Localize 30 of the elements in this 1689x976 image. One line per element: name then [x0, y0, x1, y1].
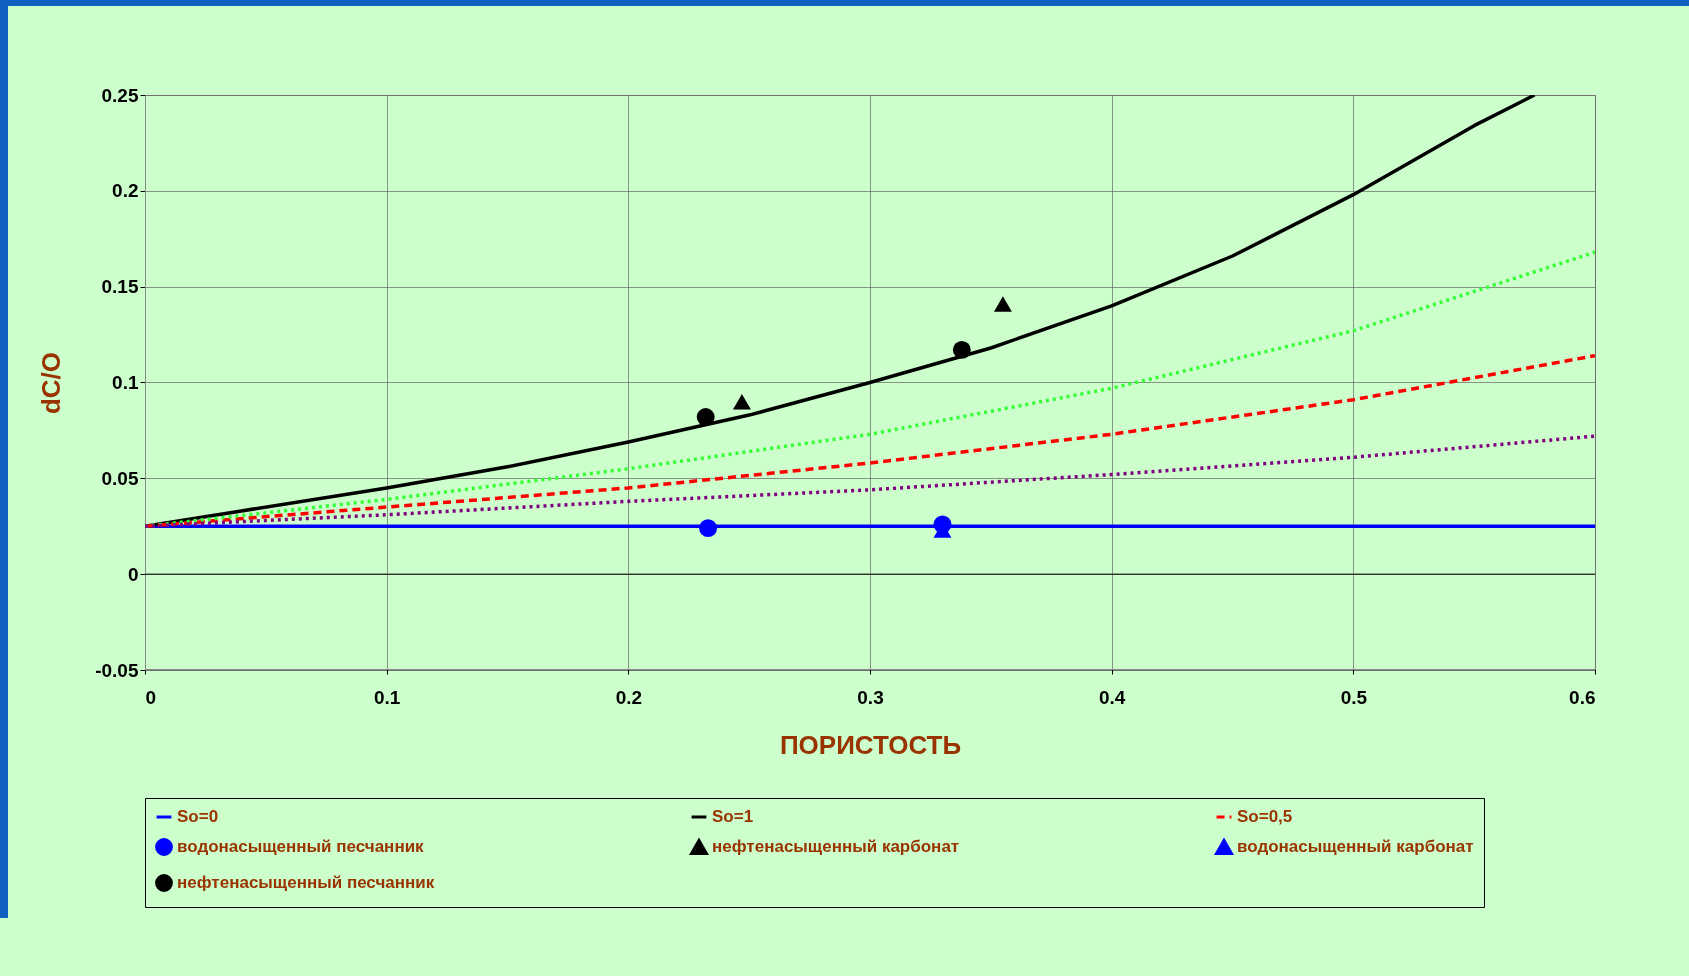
legend-label: So=0,5: [1237, 807, 1293, 826]
y-tick-label: 0.05: [101, 467, 139, 489]
point: [699, 519, 718, 538]
y-tick-label: 0.2: [112, 180, 139, 202]
x-tick-label: 0: [145, 686, 157, 708]
y-axis-title: dC/O: [36, 351, 67, 415]
point: [952, 340, 971, 359]
point: [696, 408, 715, 426]
x-tick-label: 0.6: [1569, 686, 1596, 708]
y-tick-label: 0.25: [101, 84, 139, 106]
y-tick-label: 0.1: [112, 372, 139, 393]
legend-label: водонасыщенный песчанник: [177, 837, 425, 856]
x-tick-label: 0.1: [373, 686, 401, 708]
y-tick-label: -0.05: [95, 659, 139, 681]
line-series: [145, 353, 1595, 528]
x-tick-label: 0.2: [615, 686, 643, 708]
legend-label: So=0: [177, 807, 219, 826]
x-axis-title: ПОРИСТОСТЬ: [779, 729, 962, 760]
x-tick-label: 0.4: [1098, 686, 1126, 708]
x-tick-label: 0.3: [857, 686, 884, 708]
legend-label: водонасыщенный карбонат: [1237, 837, 1474, 856]
y-tick-label: 0: [127, 563, 139, 585]
legend-label: So=1: [712, 807, 754, 826]
point: [993, 296, 1012, 312]
y-tick-label: 0.15: [101, 276, 139, 298]
point: [732, 393, 751, 410]
legend-label: нефтенасыщенный песчанник: [177, 873, 435, 892]
x-tick-label: 0.5: [1340, 686, 1368, 708]
line-series: [145, 434, 1595, 528]
legend-label: нефтенасыщенный карбонат: [712, 837, 960, 856]
